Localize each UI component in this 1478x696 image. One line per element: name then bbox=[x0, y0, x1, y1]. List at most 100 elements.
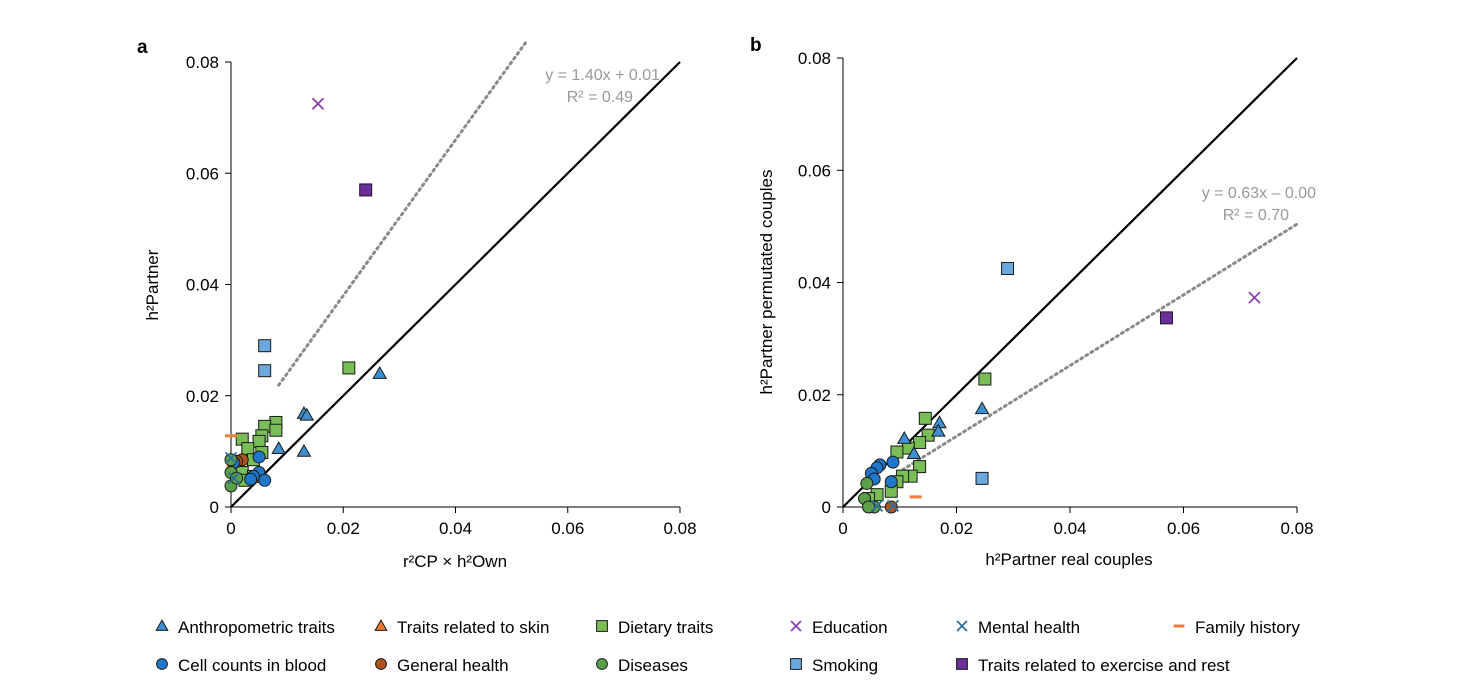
point-diseases bbox=[230, 471, 244, 485]
legend-label-dietary: Dietary traits bbox=[618, 618, 713, 637]
legend-label-family: Family history bbox=[1195, 618, 1300, 637]
x-tick-label: 0 bbox=[838, 519, 847, 538]
legend-marker-smoking bbox=[790, 658, 802, 670]
legend-label-exercise: Traits related to exercise and rest bbox=[978, 656, 1230, 675]
panel-b-y-label: h²Partner permutated couples bbox=[757, 170, 776, 395]
point-exercise bbox=[359, 183, 373, 197]
legend-marker-anthropometric bbox=[155, 619, 169, 631]
y-tick-label: 0.08 bbox=[798, 49, 831, 68]
legend-item-anthropometric: Anthropometric traits bbox=[155, 618, 335, 637]
legend-marker-general bbox=[375, 658, 387, 670]
point-anthropometric bbox=[296, 443, 312, 457]
point-exercise bbox=[1159, 311, 1173, 325]
point-dietary bbox=[978, 372, 992, 386]
panel-a-fit-equation: y = 1.40x + 0.01 bbox=[545, 67, 660, 84]
point-blood bbox=[886, 455, 900, 469]
point-education bbox=[311, 97, 325, 110]
y-tick-label: 0 bbox=[210, 498, 219, 517]
x-tick-label: 0.06 bbox=[1167, 519, 1200, 538]
x-tick-label: 0.02 bbox=[327, 519, 360, 538]
legend-item-general: General health bbox=[375, 656, 509, 675]
point-mental bbox=[227, 471, 240, 485]
y-tick-label: 0.02 bbox=[798, 386, 831, 405]
point-dietary bbox=[269, 423, 283, 437]
legend-label-blood: Cell counts in blood bbox=[178, 656, 326, 675]
point-mental bbox=[870, 499, 884, 513]
legend-marker-education bbox=[790, 620, 802, 632]
y-tick-label: 0.04 bbox=[186, 276, 219, 295]
panel-a-points bbox=[224, 97, 388, 493]
legend-marker-skin bbox=[374, 619, 388, 631]
x-tick-label: 0.04 bbox=[439, 519, 472, 538]
y-tick-label: 0.02 bbox=[186, 387, 219, 406]
point-smoking bbox=[975, 471, 989, 485]
legend-marker-diseases bbox=[596, 658, 608, 670]
point-blood bbox=[258, 473, 272, 487]
x-tick-label: 0.08 bbox=[663, 519, 696, 538]
point-anthropometric bbox=[974, 401, 990, 415]
panel-b-points bbox=[858, 261, 1261, 514]
legend-item-dietary: Dietary traits bbox=[596, 618, 713, 637]
y-tick-label: 0.06 bbox=[798, 161, 831, 180]
y-tick-label: 0.08 bbox=[186, 53, 219, 72]
panel-b-axes: 0 0.02 0.04 0.06 0.08 0 0.02 0.04 0.06 0.08 bbox=[798, 49, 1314, 538]
panel-b-identity-line bbox=[842, 57, 1298, 508]
y-tick-label: 0.06 bbox=[186, 164, 219, 183]
legend-marker-dietary bbox=[596, 620, 608, 632]
panel-letter-a: a bbox=[137, 37, 148, 58]
panel-a-lines bbox=[230, 41, 681, 508]
legend-label-general: General health bbox=[397, 656, 509, 675]
point-anthropometric bbox=[930, 423, 946, 437]
legend-label-skin: Traits related to skin bbox=[397, 618, 549, 637]
panel-b-fit-line bbox=[901, 222, 1299, 472]
x-tick-label: 0.06 bbox=[551, 519, 584, 538]
point-dietary bbox=[918, 411, 932, 425]
legend-item-diseases: Diseases bbox=[596, 656, 688, 675]
panel-a-identity-line bbox=[230, 61, 681, 508]
point-dietary bbox=[241, 442, 255, 456]
point-diseases bbox=[860, 476, 874, 490]
point-mental bbox=[886, 499, 900, 513]
legend-item-family: Family history bbox=[1173, 618, 1300, 637]
point-mental bbox=[224, 451, 238, 465]
legend-item-smoking: Smoking bbox=[790, 656, 878, 675]
y-tick-label: 0 bbox=[822, 498, 831, 517]
panel-a-y-label: h²Partner bbox=[143, 249, 162, 320]
x-tick-label: 0.02 bbox=[940, 519, 973, 538]
point-dietary bbox=[913, 460, 927, 474]
point-anthropometric bbox=[906, 446, 922, 460]
panel-b-fit-r2: R² = 0.70 bbox=[1223, 207, 1289, 224]
point-diseases bbox=[224, 453, 238, 467]
legend-marker-blood bbox=[156, 658, 168, 670]
point-smoking bbox=[258, 339, 272, 353]
legend-item-education: Education bbox=[790, 618, 888, 637]
point-anthropometric bbox=[299, 407, 315, 421]
point-dietary bbox=[913, 435, 927, 449]
point-anthropometric bbox=[896, 431, 912, 444]
x-tick-label: 0.08 bbox=[1280, 519, 1313, 538]
point-anthropometric bbox=[372, 365, 388, 379]
legend-label-mental: Mental health bbox=[978, 618, 1080, 637]
legend: Anthropometric traits Traits related to s… bbox=[155, 618, 1300, 675]
point-anthropometric bbox=[271, 441, 287, 454]
point-education bbox=[1248, 291, 1261, 304]
x-tick-label: 0 bbox=[226, 519, 235, 538]
point-dietary bbox=[342, 361, 356, 375]
point-blood bbox=[884, 475, 898, 489]
legend-label-education: Education bbox=[812, 618, 888, 637]
y-tick-label: 0.04 bbox=[798, 274, 831, 293]
point-dietary bbox=[252, 434, 266, 448]
panel-b-lines bbox=[842, 57, 1299, 508]
point-smoking bbox=[258, 364, 272, 378]
legend-item-mental: Mental health bbox=[956, 618, 1080, 637]
panel-b-x-label: h²Partner real couples bbox=[985, 550, 1152, 569]
legend-label-diseases: Diseases bbox=[618, 656, 688, 675]
legend-marker-exercise bbox=[956, 658, 968, 670]
point-blood bbox=[244, 472, 258, 486]
legend-label-anthropometric: Anthropometric traits bbox=[178, 618, 335, 637]
legend-label-smoking: Smoking bbox=[812, 656, 878, 675]
panel-a-x-label: r²CP × h²Own bbox=[403, 552, 507, 571]
panel-a-fit-r2: R² = 0.49 bbox=[567, 89, 633, 106]
legend-marker-mental bbox=[956, 620, 968, 632]
